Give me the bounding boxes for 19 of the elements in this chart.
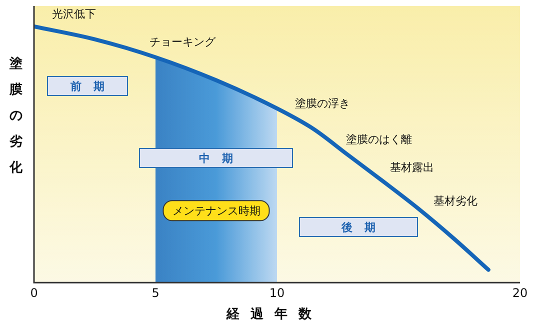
- annotation: 塗膜のはく離: [346, 132, 412, 146]
- x-tick-label: 0: [30, 286, 38, 300]
- annotation: チョーキング: [149, 36, 216, 49]
- annotation: 後期: [341, 220, 388, 235]
- annotation: 光沢低下: [52, 7, 96, 20]
- annotation: 中期: [198, 150, 245, 166]
- annotation: 塗膜の浮き: [295, 96, 350, 110]
- x-tick-label: 10: [269, 286, 285, 300]
- x-tick-label: 20: [512, 286, 528, 300]
- band-label: メンテナンス時期: [172, 204, 260, 218]
- annotation: 基材露出: [390, 161, 434, 174]
- text-box: 前期: [47, 76, 128, 96]
- y-axis-title: 塗膜の劣化: [8, 56, 24, 176]
- text-box: 後期: [298, 217, 418, 238]
- text-box: 中期: [138, 148, 294, 168]
- x-tick-label: 5: [152, 286, 160, 300]
- annotation: 基材劣化: [434, 194, 478, 208]
- x-axis-title: 経過年数: [226, 306, 312, 322]
- annotation: 前期: [70, 78, 117, 94]
